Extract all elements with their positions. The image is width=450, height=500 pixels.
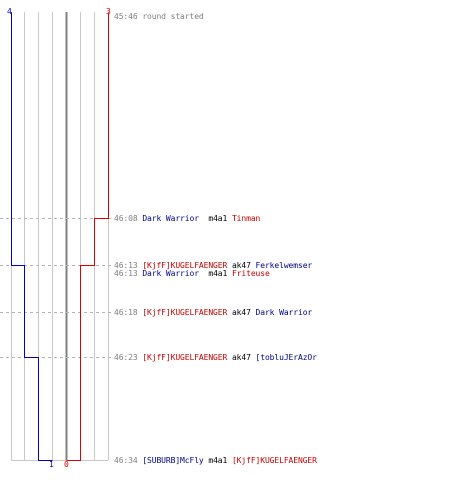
event-text: round started	[142, 12, 204, 21]
weapon-name: m4a1	[208, 269, 228, 278]
victim-name: Tinman	[231, 214, 261, 223]
killer-name: [KjfF]KUGELFAENGER	[142, 308, 228, 317]
event-kill: 46:34 [SUBURB]McFly m4a1 [KjfF]KUGELFAEN…	[114, 456, 317, 465]
weapon-name: m4a1	[208, 456, 228, 465]
event-kill: 46:18 [KjfF]KUGELFAENGER ak47 Dark Warri…	[114, 308, 312, 317]
event-time: 46:34	[114, 456, 138, 465]
victim-name: Friteuse	[231, 269, 270, 278]
killer-name: [KjfF]KUGELFAENGER	[142, 261, 228, 270]
event-time: 46:23	[114, 353, 138, 362]
event-kill: 46:08 Dark Warrior m4a1 Tinman	[114, 214, 260, 223]
event-time: 46:18	[114, 308, 138, 317]
event-time: 46:08	[114, 214, 138, 223]
team-a-start-count: 4	[7, 7, 12, 16]
killer-name: Dark Warrior	[142, 214, 199, 223]
team-b-line	[66, 12, 109, 461]
event-dashes	[0, 218, 112, 358]
victim-name: Dark Warrior	[255, 308, 313, 317]
event-time: 46:13	[114, 261, 138, 270]
killer-name: [KjfF]KUGELFAENGER	[142, 353, 228, 362]
team-lines	[11, 12, 109, 461]
weapon-name: ak47	[231, 261, 251, 270]
event-kill: 46:13 [KjfF]KUGELFAENGER ak47 Ferkelwems…	[114, 261, 312, 270]
victim-name: [tobluJErAzOr	[255, 353, 317, 362]
event-time: 45:46	[114, 12, 138, 21]
team-a-line	[11, 12, 53, 461]
team-a-end-count: 1	[49, 460, 54, 469]
event-time: 46:13	[114, 269, 138, 278]
event-round-start: 45:46 round started	[114, 12, 204, 21]
weapon-name: ak47	[231, 308, 251, 317]
victim-name: [KjfF]KUGELFAENGER	[231, 456, 317, 465]
event-kill: 46:13 Dark Warrior m4a1 Friteuse	[114, 269, 270, 278]
weapon-name: m4a1	[208, 214, 228, 223]
timeline-grid	[11, 12, 109, 461]
victim-name: Ferkelwemser	[255, 261, 313, 270]
team-b-end-count: 0	[64, 460, 69, 469]
killer-name: [SUBURB]McFly	[142, 456, 204, 465]
weapon-name: ak47	[231, 353, 251, 362]
team-b-start-count: 3	[106, 7, 111, 16]
killer-name: Dark Warrior	[142, 269, 199, 278]
event-kill: 46:23 [KjfF]KUGELFAENGER ak47 [tobluJErA…	[114, 353, 317, 362]
